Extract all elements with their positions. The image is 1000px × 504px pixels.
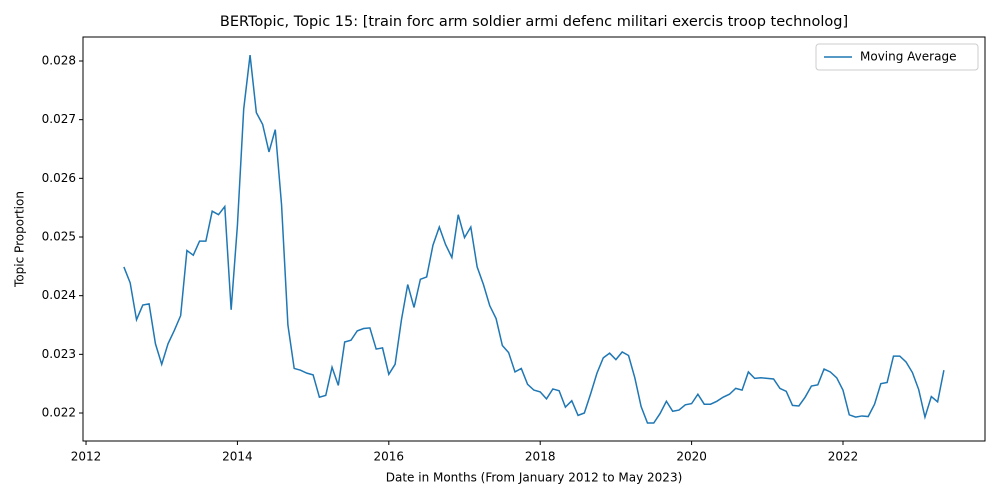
- x-axis-label: Date in Months (From January 2012 to May…: [386, 471, 683, 485]
- x-tick-label: 2012: [71, 450, 102, 464]
- x-tick-label: 2022: [828, 450, 859, 464]
- y-axis-label: Topic Proportion: [13, 191, 27, 288]
- y-tick-label: 0.026: [42, 171, 76, 185]
- x-tick-label: 2020: [676, 450, 707, 464]
- x-tick-label: 2016: [374, 450, 405, 464]
- y-tick-label: 0.023: [42, 347, 76, 361]
- legend-box: [815, 43, 979, 71]
- y-tick-label: 0.028: [42, 53, 76, 67]
- y-tick-label: 0.024: [42, 288, 76, 302]
- plot-frame: [82, 36, 986, 442]
- x-tick-label: 2014: [222, 450, 253, 464]
- x-tick-label: 2018: [525, 450, 556, 464]
- data-line: [123, 55, 945, 424]
- y-tick-label: 0.027: [42, 112, 76, 126]
- chart-title: BERTopic, Topic 15: [train forc arm sold…: [220, 14, 848, 30]
- legend-label: Moving Average: [860, 50, 956, 64]
- y-tick-label: 0.025: [42, 230, 76, 244]
- y-tick-label: 0.022: [42, 406, 76, 420]
